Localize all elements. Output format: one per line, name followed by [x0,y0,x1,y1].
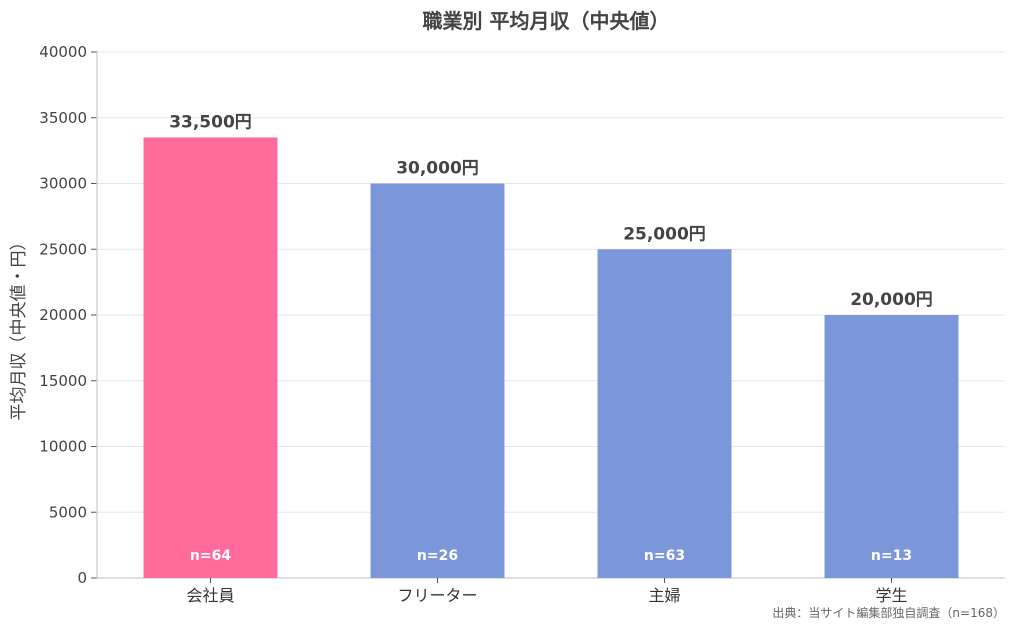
x-tick-label: フリーター [397,586,477,605]
bar [143,137,278,578]
bar-count-label: n=13 [871,548,912,564]
x-tick-label: 学生 [875,586,907,605]
bar-value-label: 33,500円 [169,112,252,132]
x-tick-label: 主婦 [648,586,680,605]
chart-title: 職業別 平均月収（中央値） [423,9,670,33]
y-tick-label: 35000 [39,109,87,127]
data-labels: 会社員 33,500円 n=64 フリーター 30,000円 n=26 主婦 25,000円 n… [169,112,933,605]
x-tick-label: 会社員 [186,586,234,605]
bar [824,315,959,578]
y-tick-label: 20000 [39,306,87,324]
y-tick-label: 5000 [49,503,87,521]
bar [370,183,505,578]
y-tick-label: 15000 [39,372,87,390]
bar-count-label: n=63 [644,548,685,564]
bar [597,249,732,578]
bar-value-label: 30,000円 [396,159,479,179]
bar-count-label: n=26 [417,548,458,564]
y-tick-label: 0 [77,569,87,587]
source-note: 出典：当サイト編集部独自調査（n=168） [772,605,1005,620]
bar-count-label: n=64 [190,548,231,564]
bars [143,137,959,578]
bar-value-label: 20,000円 [850,290,933,310]
y-tick-label: 40000 [39,43,87,61]
y-axis-label: 平均月収（中央値・円） [9,234,29,421]
bar-value-label: 25,000円 [623,224,706,244]
y-tick-label: 30000 [39,175,87,193]
y-tick-label: 10000 [39,438,87,456]
y-tick-label: 25000 [39,240,87,258]
